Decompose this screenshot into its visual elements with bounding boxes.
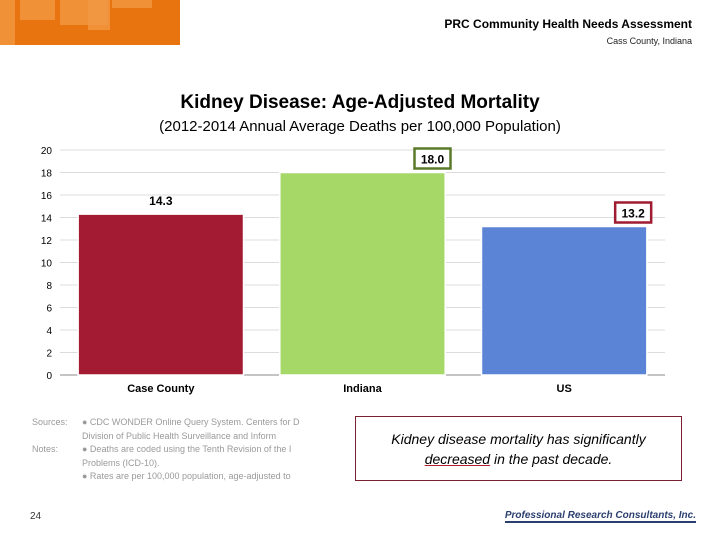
- source-notes: Sources: ● CDC WONDER Online Query Syste…: [32, 416, 362, 484]
- y-tick-label: 16: [41, 191, 53, 202]
- chart-title: Kidney Disease: Age-Adjusted Mortality: [180, 92, 540, 113]
- y-tick-label: 4: [46, 326, 52, 337]
- callout-text-before: Kidney disease mortality has significant…: [391, 430, 646, 447]
- y-tick-label: 10: [41, 259, 53, 270]
- data-label: 18.0: [421, 153, 445, 167]
- bar: [480, 225, 648, 376]
- sources-text-2: Division of Public Health Surveillance a…: [82, 430, 277, 441]
- page-number: 24: [30, 511, 42, 522]
- callout-box: Kidney disease mortality has significant…: [355, 416, 682, 481]
- y-tick-label: 8: [46, 281, 52, 292]
- bar: [77, 213, 245, 376]
- x-tick-label: Case County: [127, 383, 195, 395]
- data-label-box: [613, 201, 653, 224]
- bar-chart: 0 2 4 6 8 10 12 14 16 18 20 Case County 14.3 Indiana 1…: [41, 146, 665, 395]
- y-tick-label: 18: [41, 169, 53, 180]
- y-tick-label: 2: [46, 349, 52, 360]
- y-tick-label: 0: [46, 371, 52, 382]
- notes-label: Notes:: [32, 444, 59, 454]
- y-tick-label: 12: [41, 236, 53, 247]
- x-tick-label: Indiana: [343, 383, 382, 395]
- prc-corner-logo: [0, 0, 180, 45]
- y-tick-label: 20: [41, 146, 53, 157]
- data-label: 14.3: [149, 194, 173, 208]
- header-title: PRC Community Health Needs Assessment: [444, 17, 692, 31]
- bar: [279, 171, 446, 376]
- data-label-box: [413, 147, 452, 170]
- chart-subtitle: (2012-2014 Annual Average Deaths per 100…: [159, 118, 561, 135]
- x-tick-label: US: [557, 383, 572, 395]
- notes-text: ● Deaths are coded using the Tenth Revis…: [82, 444, 292, 454]
- y-tick-label: 14: [41, 214, 53, 225]
- sources-label: Sources:: [32, 417, 68, 427]
- notes-text-2: Problems (ICD-10).: [82, 457, 160, 468]
- notes-text-3: ● Rates are per 100,000 population, age-…: [82, 471, 291, 481]
- footer-logo: Professional Research Consultants, Inc.: [504, 510, 696, 523]
- sources-text: ● CDC WONDER Online Query System. Center…: [82, 417, 300, 427]
- callout-text-after: in the past decade.: [490, 450, 613, 467]
- callout-underlined-word: decreased: [424, 450, 491, 467]
- y-tick-label: 6: [46, 304, 52, 315]
- header-subtitle: Cass County, Indiana: [606, 36, 692, 46]
- data-label: 13.2: [621, 207, 645, 221]
